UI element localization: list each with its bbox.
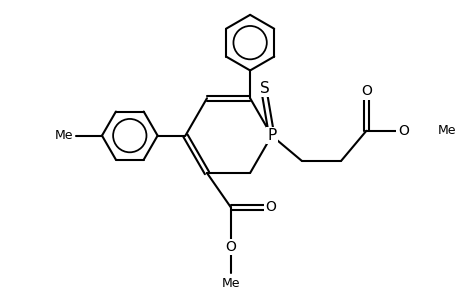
Text: O: O bbox=[360, 85, 371, 98]
Text: O: O bbox=[397, 124, 408, 138]
Text: Me: Me bbox=[221, 277, 240, 290]
Text: O: O bbox=[225, 240, 236, 254]
Text: O: O bbox=[264, 200, 275, 214]
Text: Me: Me bbox=[437, 124, 455, 137]
Text: S: S bbox=[259, 81, 269, 96]
Text: P: P bbox=[267, 128, 276, 143]
Text: Me: Me bbox=[55, 129, 73, 142]
